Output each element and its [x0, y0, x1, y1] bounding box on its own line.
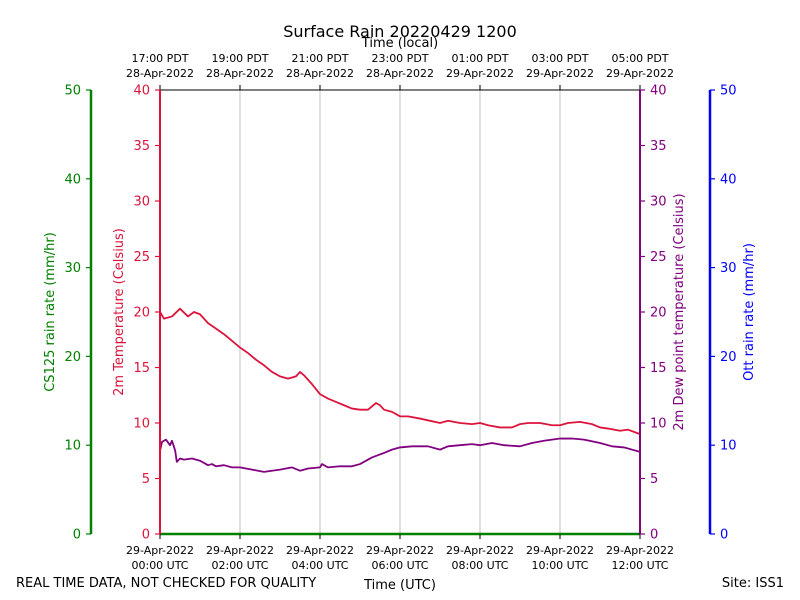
- x-tick-label-local-time: 23:00 PDT: [371, 52, 428, 65]
- temperature-tick-label: 20: [133, 306, 150, 321]
- dewpoint-tick-label: 0: [650, 528, 658, 543]
- x-tick-label-local-time: 05:00 PDT: [611, 52, 668, 65]
- dewpoint-tick-label: 30: [650, 195, 667, 210]
- temperature-tick-label: 5: [142, 472, 150, 487]
- x-tick-label-utc-date: 29-Apr-2022: [606, 544, 674, 557]
- ott-axis-label: Ott rain rate (mm/hr): [742, 243, 757, 381]
- quality-disclaimer: REAL TIME DATA, NOT CHECKED FOR QUALITY: [16, 576, 317, 591]
- x-axis-label: Time (UTC): [363, 578, 436, 593]
- x-tick-label-utc-date: 29-Apr-2022: [366, 544, 434, 557]
- x-tick-label-utc-time: 04:00 UTC: [291, 559, 348, 572]
- labels-layer: Surface Rain 20220429 1200 Time (local) …: [43, 22, 757, 593]
- dewpoint-axis-label: 2m Dew point temperature (Celsius): [672, 193, 687, 430]
- grid-lines: [239, 90, 561, 534]
- temperature-tick-label: 10: [133, 417, 150, 432]
- x-tick-label-utc-time: 12:00 UTC: [611, 559, 668, 572]
- x-tick-label-local-time: 17:00 PDT: [131, 52, 188, 65]
- x-tick-label-utc-time: 02:00 UTC: [211, 559, 268, 572]
- series-dewpoint-line: [159, 437, 641, 473]
- temperature-tick-label: 40: [133, 84, 150, 99]
- x-tick-label-utc-time: 00:00 UTC: [131, 559, 188, 572]
- x-tick-label-local-date: 28-Apr-2022: [126, 67, 194, 80]
- x-tick-label-local-date: 28-Apr-2022: [366, 67, 434, 80]
- temperature-tick-label: 0: [142, 528, 150, 543]
- dewpoint-tick-label: 35: [650, 139, 667, 154]
- ott-tick-label: 40: [720, 172, 737, 187]
- top-axis-label: Time (local): [361, 36, 438, 51]
- x-tick-label-local-time: 21:00 PDT: [291, 52, 348, 65]
- temperature-tick-label: 25: [133, 250, 150, 265]
- x-tick-label-utc-date: 29-Apr-2022: [446, 544, 514, 557]
- x-tick-label-local-time: 03:00 PDT: [531, 52, 588, 65]
- x-tick-label-local-date: 29-Apr-2022: [606, 67, 674, 80]
- cs125-tick-label: 0: [73, 528, 81, 543]
- x-tick-label-utc-time: 10:00 UTC: [531, 559, 588, 572]
- ott-tick-label: 50: [720, 84, 737, 99]
- ott-tick-label: 30: [720, 261, 737, 276]
- dewpoint-tick-label: 20: [650, 306, 667, 321]
- ott-tick-label: 0: [720, 528, 728, 543]
- cs125-axis-label: CS125 rain rate (mm/hr): [43, 232, 58, 392]
- x-tick-label-local-date: 28-Apr-2022: [206, 67, 274, 80]
- ott-tick-label: 10: [720, 439, 737, 454]
- x-tick-label-utc-time: 06:00 UTC: [371, 559, 428, 572]
- dewpoint-tick-label: 25: [650, 250, 667, 265]
- cs125-tick-label: 50: [64, 84, 81, 99]
- x-tick-label-utc-time: 08:00 UTC: [451, 559, 508, 572]
- temperature-tick-label: 15: [133, 361, 150, 376]
- x-tick-label-local-date: 29-Apr-2022: [446, 67, 514, 80]
- cs125-tick-label: 10: [64, 439, 81, 454]
- dewpoint-tick-label: 5: [650, 472, 658, 487]
- x-tick-label-local-time: 19:00 PDT: [211, 52, 268, 65]
- cs125-tick-label: 40: [64, 172, 81, 187]
- temperature-axis-label: 2m Temperature (Celsius): [112, 228, 127, 396]
- x-tick-label-local-date: 28-Apr-2022: [286, 67, 354, 80]
- x-tick-label-utc-date: 29-Apr-2022: [206, 544, 274, 557]
- x-tick-label-local-time: 01:00 PDT: [451, 52, 508, 65]
- cs125-tick-label: 30: [64, 261, 81, 276]
- temperature-tick-label: 35: [133, 139, 150, 154]
- dewpoint-tick-label: 40: [650, 84, 667, 99]
- dewpoint-tick-label: 10: [650, 417, 667, 432]
- series-temperature-line: [159, 307, 641, 435]
- x-tick-label-local-date: 29-Apr-2022: [526, 67, 594, 80]
- site-label: Site: ISS1: [721, 576, 784, 591]
- dewpoint-tick-label: 15: [650, 361, 667, 376]
- x-tick-label-utc-date: 29-Apr-2022: [526, 544, 594, 557]
- chart-title: Surface Rain 20220429 1200: [283, 22, 517, 41]
- axes-layer: [86, 85, 715, 539]
- x-tick-label-utc-date: 29-Apr-2022: [286, 544, 354, 557]
- x-tick-label-utc-date: 29-Apr-2022: [126, 544, 194, 557]
- ott-tick-label: 20: [720, 350, 737, 365]
- cs125-tick-label: 20: [64, 350, 81, 365]
- temperature-tick-label: 30: [133, 195, 150, 210]
